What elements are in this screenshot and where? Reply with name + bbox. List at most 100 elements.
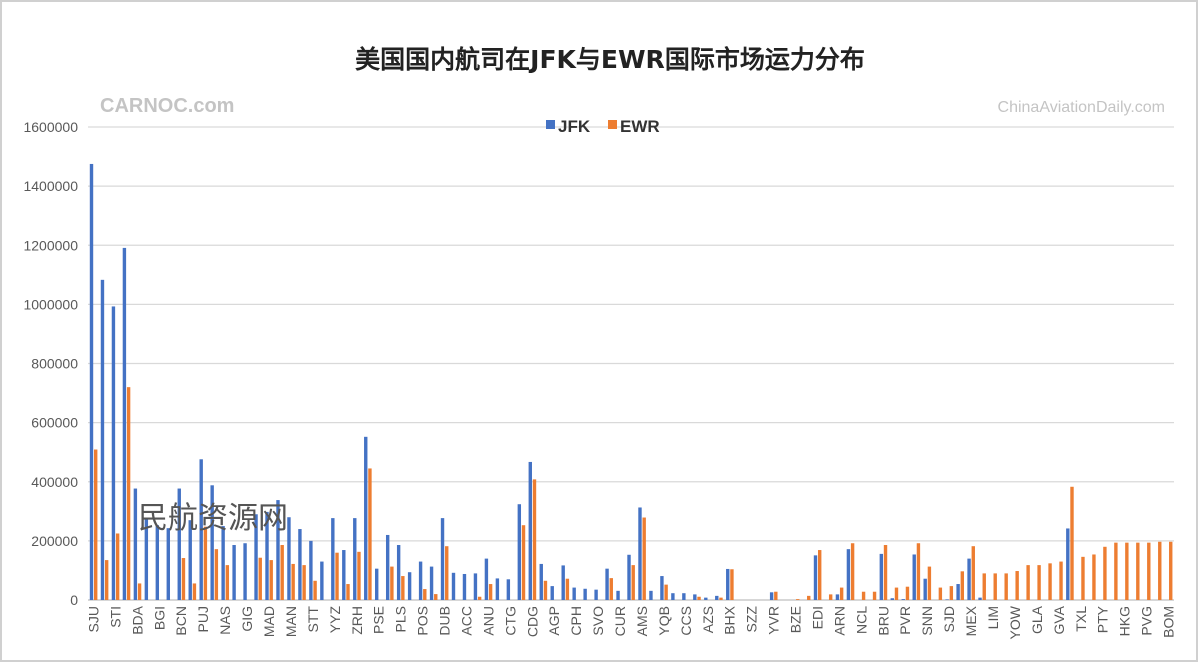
bar-ewr-cat96 <box>1136 542 1140 600</box>
bar-ewr-ams <box>642 517 646 600</box>
bar-ewr-lim <box>993 573 997 600</box>
x-tick-label: MAN <box>283 606 299 637</box>
bar-ewr-puj <box>203 526 208 600</box>
bar-jfk-gig <box>243 543 247 600</box>
x-tick-label: PVG <box>1139 606 1155 636</box>
bar-jfk-nas <box>221 526 225 600</box>
bar-jfk-cat82 <box>978 597 982 600</box>
chart-title: 美国国内航司在JFK与EWR国际市场运力分布 <box>355 45 865 74</box>
bar-ewr-cdg <box>532 479 537 600</box>
bar-jfk-cat58 <box>715 595 719 600</box>
x-tick-label: NCL <box>853 606 869 634</box>
y-tick-label: 1600000 <box>23 119 78 135</box>
bar-jfk-cat14 <box>232 545 236 600</box>
legend: JFK EWR <box>546 117 660 136</box>
bar-jfk-yvr <box>769 592 774 600</box>
watermark-bottom-right: ChinaAviationDaily.com <box>998 99 1165 116</box>
bar-ewr-cat16 <box>258 557 262 600</box>
bar-jfk-edi <box>813 555 818 600</box>
bar-ewr-cat10 <box>192 583 197 600</box>
bar-jfk-agp <box>550 586 554 600</box>
bar-ewr-cat48 <box>609 578 613 600</box>
bar-jfk-dub <box>440 518 445 600</box>
x-tick-label: YOW <box>1007 605 1023 639</box>
bar-ewr-gva <box>1059 561 1063 600</box>
x-tick-label: GLA <box>1029 605 1045 634</box>
bar-ewr-bru <box>883 545 888 600</box>
bar-ewr-cat98 <box>1158 541 1162 600</box>
bar-jfk-cat42 <box>539 563 543 600</box>
bar-jfk-cat6 <box>144 518 149 600</box>
x-tick-label: PVR <box>897 606 913 635</box>
x-tick-label: BZE <box>788 606 804 633</box>
bar-jfk-cph <box>572 587 576 600</box>
bar-ewr-nas <box>225 565 230 600</box>
x-tick-label: ANU <box>480 606 496 636</box>
x-axis-ticks: SJU STI BDA BGI BCN PUJ NAS GIG MAD MAN STT YYZ ZRH P… <box>85 605 1176 639</box>
bar-jfk-cat16 <box>254 514 258 600</box>
bar-jfk-cat32 <box>429 566 434 600</box>
x-tick-label: CTG <box>502 606 518 636</box>
bar-jfk-cat22 <box>320 561 324 600</box>
bar-jfk-cat24 <box>342 550 346 600</box>
bar-jfk-cat18 <box>276 500 280 600</box>
y-tick-label: 1200000 <box>23 237 78 253</box>
bar-ewr-cat90 <box>1070 486 1074 600</box>
bar-jfk-cat38 <box>495 578 500 600</box>
x-tick-label: SZZ <box>744 606 760 633</box>
watermark-bottom-left: CARNOC.com <box>100 95 234 117</box>
x-tick-label: BOM <box>1161 606 1177 638</box>
bar-jfk-mad <box>265 511 269 600</box>
x-tick-label: ACC <box>458 606 474 636</box>
x-tick-label: PTY <box>1095 605 1111 633</box>
bar-ewr-cat50 <box>631 565 635 600</box>
bar-jfk-zrh <box>353 518 357 600</box>
bar-jfk-bru <box>879 553 884 600</box>
y-tick-label: 0 <box>70 592 78 608</box>
bar-ewr-cat36 <box>477 596 482 600</box>
bar-jfk-sti <box>111 306 116 600</box>
bar-jfk-cat90 <box>1066 528 1070 600</box>
bar-jfk-cat2 <box>100 279 105 600</box>
x-tick-label: LIM <box>985 606 1001 629</box>
bar-ewr-cat74 <box>894 587 899 600</box>
bar-jfk-snn <box>923 578 927 600</box>
x-tick-label: AZS <box>700 606 716 633</box>
bar-jfk-stt <box>309 540 313 600</box>
x-tick-label: CPH <box>568 606 584 636</box>
bar-ewr-dub <box>445 546 449 600</box>
bar-jfk-cat4 <box>122 247 127 600</box>
x-tick-label: STI <box>107 606 123 628</box>
bar-ewr-pvr <box>905 586 910 600</box>
y-tick-label: 200000 <box>31 533 78 549</box>
x-tick-label: SJU <box>85 606 101 632</box>
bar-jfk-bgi <box>155 525 160 600</box>
bar-ewr-cat58 <box>719 597 723 600</box>
bar-jfk-yqb <box>660 576 664 600</box>
x-tick-label: CCS <box>678 606 694 636</box>
bar-ewr-ncl <box>861 591 866 600</box>
bar-jfk-mex <box>967 558 971 600</box>
x-tick-label: TXL <box>1073 606 1089 632</box>
bar-jfk-cat80 <box>956 584 960 600</box>
bar-ewr-yow <box>1015 571 1019 600</box>
bar-ewr-cat82 <box>982 573 986 600</box>
bar-jfk-bhx <box>726 568 730 600</box>
bar-jfk-svo <box>594 589 598 600</box>
x-tick-label: SVO <box>590 606 606 636</box>
x-tick-label: EDI <box>809 606 825 629</box>
bar-ewr-cat26 <box>368 468 372 600</box>
bar-ewr-pvg <box>1147 542 1151 600</box>
bar-ewr-mad <box>269 560 273 600</box>
bar-jfk-cat74 <box>890 598 894 600</box>
bar-jfk-puj <box>199 459 203 600</box>
x-tick-label: BRU <box>875 606 891 636</box>
x-tick-label: PSE <box>371 606 387 634</box>
bar-ewr-edi <box>818 550 822 600</box>
x-tick-label: MAD <box>261 606 277 637</box>
bar-jfk-cat76 <box>912 554 916 600</box>
y-tick-label: 600000 <box>31 415 78 431</box>
bar-jfk-cat40 <box>517 504 522 600</box>
bar-ewr-cat78 <box>938 587 943 600</box>
bar-ewr-sjd <box>949 586 954 600</box>
